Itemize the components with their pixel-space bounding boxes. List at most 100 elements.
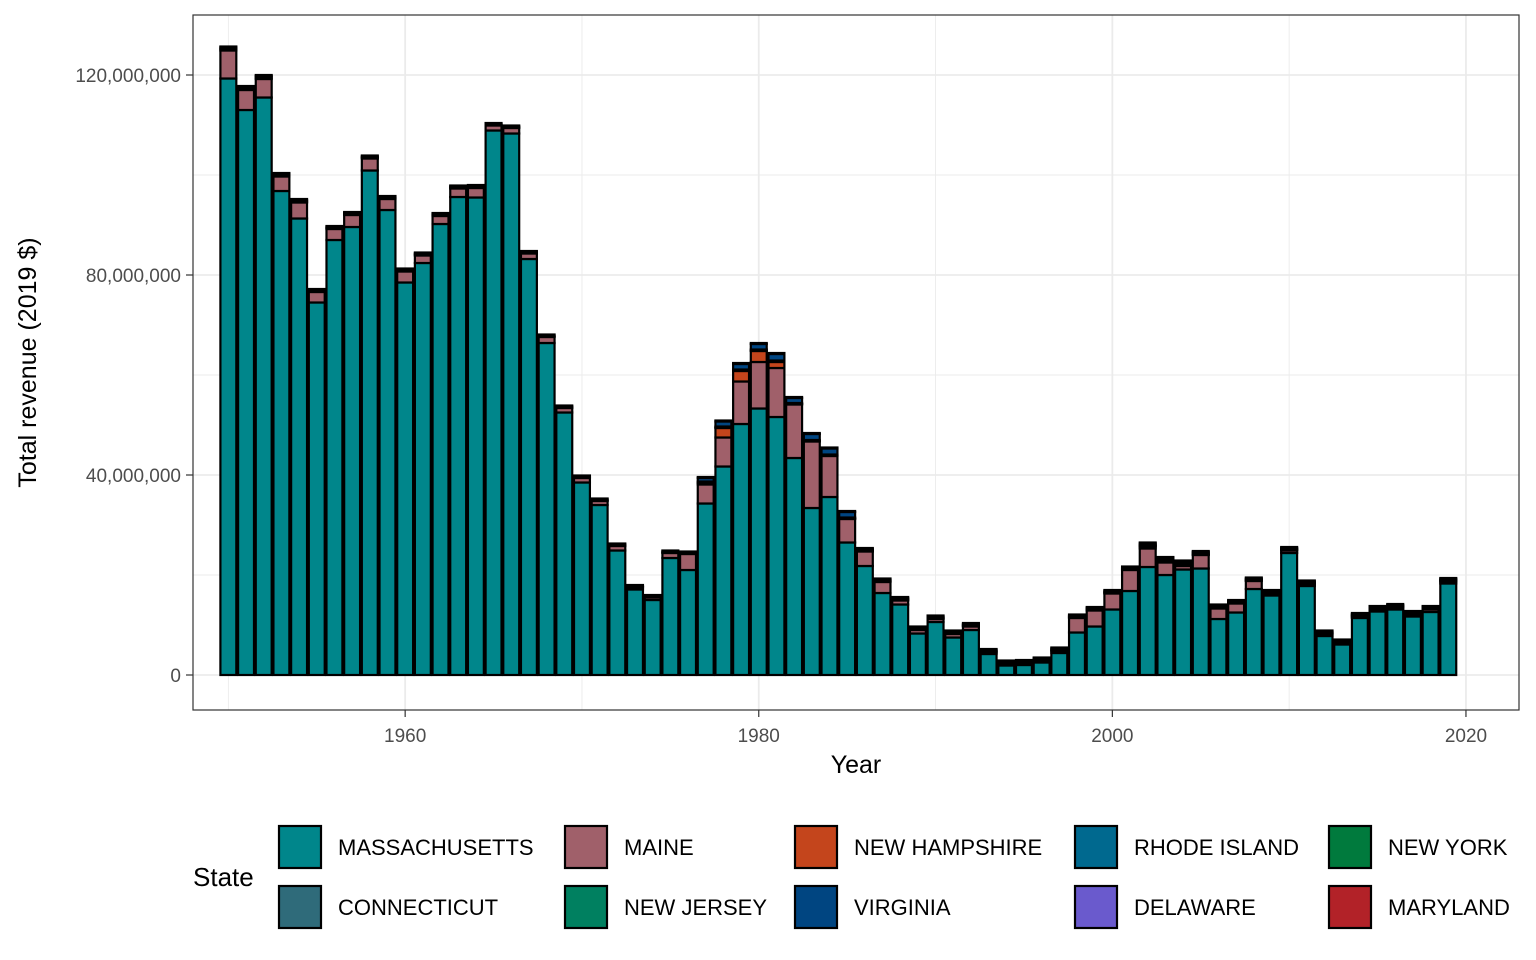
bar-segment-massachusetts-2005 — [1191, 567, 1210, 677]
bar-segment-maine-1999 — [1085, 609, 1104, 628]
bar-segment-maryland-1970 — [572, 474, 592, 478]
bar-segment-massachusetts-2004 — [1174, 568, 1193, 677]
bar-segment-massachusetts-1977 — [696, 502, 715, 677]
bar-segment-maine-2008 — [1244, 579, 1263, 591]
legend-label-delaware: DELAWARE — [1134, 895, 1256, 920]
bar-segment-maryland-2002 — [1138, 541, 1157, 545]
bar-segment-maryland-1963 — [449, 184, 468, 188]
legend-key-virginia — [793, 884, 839, 930]
legend-key-new-hampshire — [793, 824, 839, 870]
bar-segment-maryland-1991 — [944, 629, 963, 633]
bar-segment-maryland-1976 — [678, 550, 698, 554]
bar-segment-massachusetts-1991 — [944, 636, 963, 677]
bar-segment-massachusetts-1987 — [873, 591, 892, 677]
legend-label-connecticut: CONNECTICUT — [338, 895, 498, 920]
bar-segment-maryland-2013 — [1333, 638, 1352, 642]
bar-segment-maine-1979 — [732, 380, 751, 426]
bar-segment-maryland-2003 — [1156, 555, 1175, 560]
bar-segment-massachusetts-2009 — [1262, 594, 1281, 677]
bar-segment-maryland-1972 — [608, 542, 627, 546]
bar-segment-massachusetts-1996 — [1032, 661, 1051, 677]
bar-segment-new-hampshire-1979 — [732, 369, 751, 383]
bar-segment-maryland-1992 — [961, 621, 980, 626]
bar-segment-maryland-2018 — [1421, 604, 1440, 609]
bar-segment-massachusetts-1974 — [643, 598, 662, 677]
bar-segment-maryland-2010 — [1280, 545, 1299, 550]
bar-segment-maine-1959 — [378, 197, 397, 212]
bar-segment-maryland-2004 — [1174, 559, 1193, 563]
bar-segment-massachusetts-1998 — [1067, 631, 1087, 677]
bar-segment-massachusetts-1986 — [855, 564, 874, 677]
bar-segment-maine-1952 — [254, 77, 273, 99]
bar-segment-maryland-1984 — [820, 446, 839, 450]
bar-segment-maryland-1962 — [431, 211, 450, 216]
bar-segment-maryland-1983 — [802, 431, 821, 436]
bar-segment-maryland-1987 — [873, 577, 892, 581]
bar-segment-maryland-1996 — [1032, 656, 1051, 660]
bar-segment-massachusetts-2012 — [1315, 634, 1334, 677]
bar-segment-maryland-2008 — [1244, 576, 1263, 580]
bar-segment-massachusetts-1992 — [961, 628, 980, 677]
bar-segment-maryland-2012 — [1315, 629, 1334, 633]
bar-segment-maine-1950 — [219, 49, 238, 80]
bar-segment-maryland-1968 — [537, 333, 556, 337]
bar-segment-maine-1976 — [678, 552, 698, 572]
legend-key-massachusetts — [277, 824, 323, 870]
bar-segment-maryland-1956 — [325, 224, 344, 229]
bar-segment-maine-2005 — [1191, 553, 1210, 570]
bar-segment-maryland-1993 — [979, 647, 998, 652]
bar-segment-new-hampshire-1978 — [714, 426, 733, 439]
bar-segment-maryland-1951 — [236, 84, 256, 89]
bar-segment-maine-1957 — [343, 213, 362, 229]
bar-segment-maine-1981 — [767, 366, 786, 419]
bar-segment-massachusetts-2007 — [1227, 611, 1246, 677]
bar-segment-massachusetts-1975 — [661, 556, 680, 677]
bar-segment-maine-1953 — [272, 175, 291, 193]
bar-segment-massachusetts-1967 — [519, 257, 538, 677]
bar-segment-maine-1980 — [749, 360, 768, 410]
legend-key-delaware — [1073, 884, 1119, 930]
bar-segment-massachusetts-1965 — [484, 129, 503, 677]
bar-segment-maryland-2005 — [1191, 549, 1210, 554]
legend-label-new-york: NEW YORK — [1388, 835, 1508, 860]
bar-segment-massachusetts-1966 — [502, 132, 521, 677]
bar-segment-maine-2000 — [1103, 592, 1122, 611]
bar-segment-maryland-1973 — [625, 583, 645, 588]
bar-segment-maine-2007 — [1227, 602, 1246, 614]
bar-segment-massachusetts-2001 — [1120, 589, 1140, 677]
bar-segment-maryland-1977 — [696, 475, 715, 480]
bar-segment-massachusetts-1953 — [272, 189, 291, 677]
bar-segment-maine-1951 — [236, 88, 256, 112]
bar-segment-massachusetts-1981 — [767, 415, 786, 677]
bar-segment-maryland-2019 — [1439, 576, 1458, 581]
bar-segment-maryland-2015 — [1368, 604, 1387, 609]
bar-segment-maine-1998 — [1067, 616, 1087, 634]
bar-segment-maine-1961 — [413, 254, 432, 265]
legend-label-virginia: VIRGINIA — [854, 895, 951, 920]
bar-segment-maine-2002 — [1138, 547, 1157, 569]
legend-key-rhode-island — [1073, 824, 1119, 870]
legend-key-connecticut — [277, 884, 323, 930]
bar-segment-maryland-2017 — [1403, 609, 1422, 614]
bar-segment-maryland-1964 — [466, 183, 485, 188]
legend-key-new-york — [1327, 824, 1373, 870]
legend-title: State — [193, 862, 254, 892]
bar-segment-maine-1960 — [396, 270, 415, 284]
y-tick-label: 40,000,000 — [86, 466, 181, 487]
bar-segment-massachusetts-1994 — [997, 664, 1016, 677]
axes: 1960 1980 2000 2020 0 40,000,000 80,000,000 120… — [75, 66, 1487, 747]
x-axis-title: Year — [831, 751, 882, 779]
bar-segment-maryland-1950 — [219, 45, 238, 49]
bar-segment-maryland-2009 — [1262, 588, 1281, 593]
bar-segment-massachusetts-2015 — [1368, 610, 1387, 677]
legend-label-rhode-island: RHODE ISLAND — [1134, 835, 1299, 860]
y-tick-label: 80,000,000 — [86, 266, 181, 287]
legend-label-new-jersey: NEW JERSEY — [624, 895, 767, 920]
bar-segment-massachusetts-1999 — [1085, 625, 1104, 677]
y-tick-label: 120,000,000 — [75, 66, 181, 87]
bars — [219, 45, 1458, 677]
bar-segment-maine-2001 — [1120, 568, 1140, 593]
bar-segment-maryland-1954 — [290, 197, 309, 202]
bar-segment-massachusetts-1988 — [891, 603, 910, 677]
bar-segment-massachusetts-2006 — [1209, 617, 1228, 677]
